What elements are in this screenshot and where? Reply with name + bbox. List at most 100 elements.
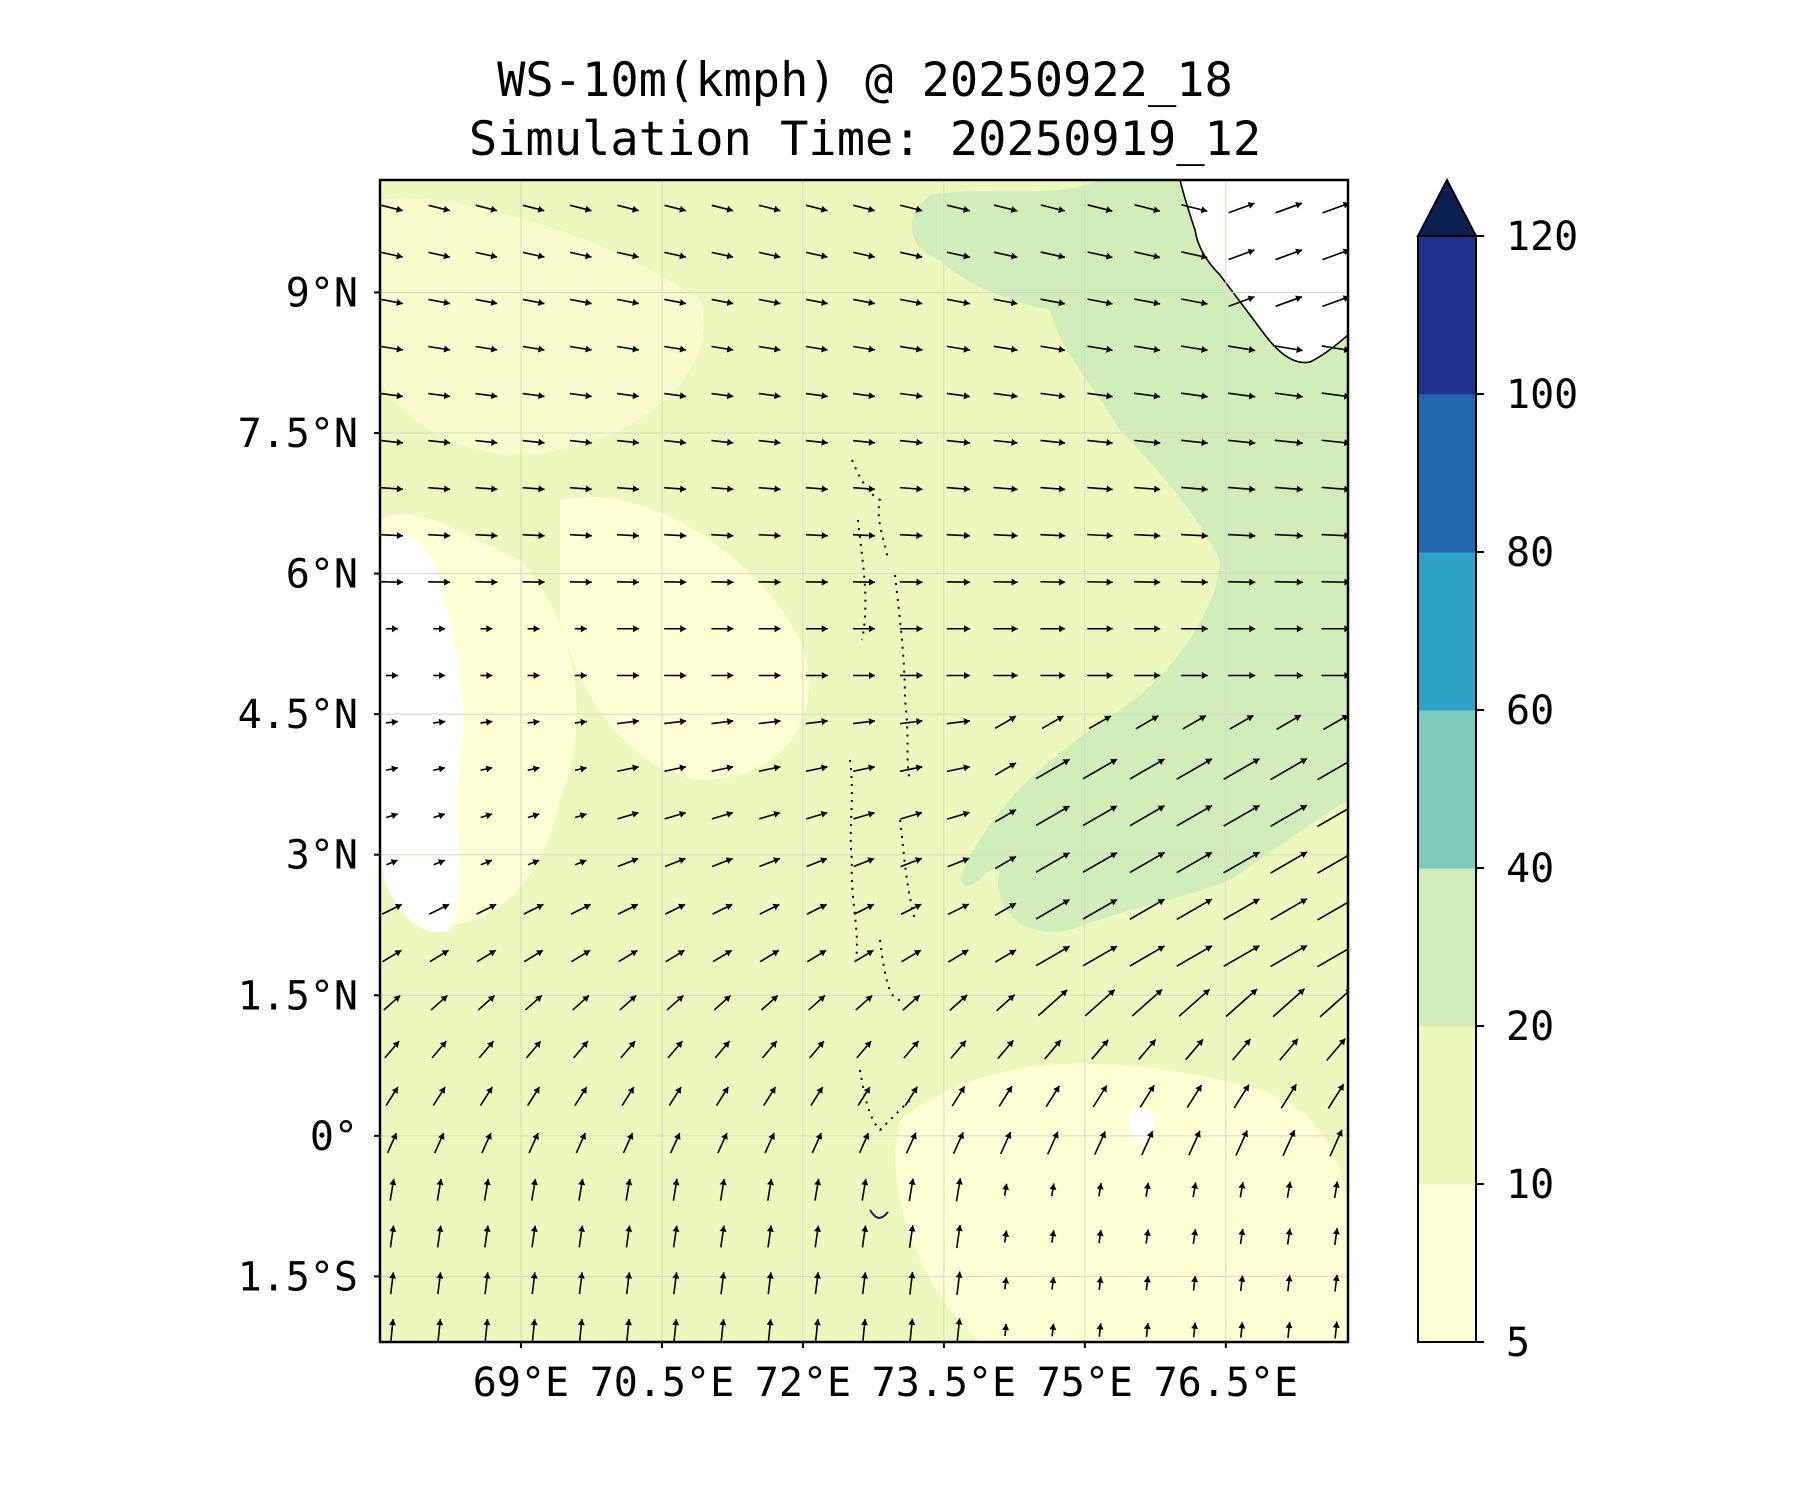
- wind-vector-arrow: [428, 298, 451, 306]
- wind-vector-arrow: [758, 625, 781, 633]
- wind-vector-arrow: [946, 625, 971, 633]
- wind-vector-arrow: [946, 251, 970, 260]
- wind-vector-arrow: [665, 949, 686, 963]
- wind-vector-arrow: [758, 718, 781, 726]
- wind-vector-arrow: [480, 765, 493, 773]
- wind-vector-arrow: [853, 764, 875, 773]
- wind-vector-arrow: [475, 345, 498, 353]
- wind-vector-arrow: [1270, 944, 1308, 968]
- wind-vector-arrow: [711, 345, 734, 353]
- maldives-atolls: [849, 459, 916, 1132]
- wind-vector-arrow: [522, 251, 545, 260]
- colorbar-tick-label-0: 5: [1506, 1320, 1530, 1366]
- wind-vector-arrow: [806, 857, 828, 868]
- wind-vector-arrow: [475, 578, 498, 586]
- colorbar-segment-2: [1418, 868, 1476, 1027]
- wind-vector-arrow: [852, 718, 876, 726]
- wind-vector-arrow: [428, 438, 451, 446]
- wind-vector-arrow: [764, 1132, 775, 1154]
- colorbar-segment-4: [1418, 552, 1476, 711]
- wind-vector-arrow: [1087, 672, 1113, 679]
- wind-vector-arrow: [1181, 345, 1208, 353]
- wind-vector-arrow: [1002, 1230, 1010, 1243]
- wind-vector-arrow: [806, 949, 827, 963]
- wind-vector-arrow: [853, 810, 875, 820]
- wind-vector-arrow: [380, 392, 404, 400]
- wind-vector-arrow: [811, 1132, 823, 1154]
- map-title-line1: WS-10m(kmph) @ 20250922_18: [497, 53, 1233, 108]
- wind-vector-arrow: [858, 1132, 870, 1154]
- wind-vector-arrow: [433, 718, 446, 726]
- wind-vector-arrow: [711, 531, 734, 539]
- wind-vector-arrow: [711, 625, 734, 633]
- wind-vector-arrow: [1087, 438, 1113, 446]
- wind-vector-arrow: [436, 1318, 444, 1342]
- wind-vector-arrow: [381, 204, 403, 213]
- wind-vector-arrow: [575, 1132, 587, 1154]
- calm-region-west: [380, 532, 464, 932]
- wind-vector-arrow: [1181, 439, 1208, 447]
- wind-vector-arrow: [1143, 1182, 1151, 1197]
- wind-vector-arrow: [946, 345, 971, 353]
- wind-vector-arrow: [1134, 392, 1161, 400]
- wind-vector-arrow: [1228, 202, 1255, 214]
- wind-vector-arrow: [711, 438, 734, 446]
- lon-tick-label-0: 69°E: [473, 1360, 569, 1406]
- wind-vector-arrow: [625, 1272, 633, 1295]
- wind-vector-arrow: [805, 531, 828, 539]
- wind-vector-arrow: [852, 578, 876, 586]
- wind-vector-arrow: [1041, 715, 1064, 730]
- wind-vector-arrow: [1227, 345, 1256, 353]
- wind-vector-arrow: [527, 859, 540, 866]
- wind-vector-arrow: [1223, 804, 1260, 827]
- wind-vector-arrow: [618, 949, 638, 963]
- wind-vector-arrow: [805, 625, 828, 633]
- wind-vector-arrow: [429, 949, 450, 963]
- wind-vector-arrow: [617, 672, 639, 679]
- wind-vector-arrow: [386, 1132, 398, 1154]
- wind-vector-arrow: [1176, 758, 1213, 780]
- addu-atoll: [869, 1209, 889, 1219]
- wind-vector-arrow: [899, 672, 923, 679]
- wind-vector-arrow: [621, 1086, 635, 1106]
- wind-vector-arrow: [527, 1086, 541, 1106]
- wind-vector-arrow: [1285, 1321, 1293, 1339]
- wind-vector-arrow: [946, 764, 970, 773]
- wind-vector-arrow: [853, 625, 875, 633]
- wind-vector-arrow: [805, 392, 828, 400]
- wind-vector-arrow: [1002, 1183, 1010, 1196]
- colorbar-segment-3: [1418, 710, 1476, 869]
- wind-vector-arrow: [1274, 532, 1303, 540]
- lon-tick-label-1: 70.5°E: [590, 1360, 735, 1406]
- wind-vector-arrow: [430, 994, 448, 1011]
- wind-vector-arrow: [385, 1086, 399, 1106]
- wind-vector-arrow: [428, 204, 451, 213]
- wind-vector-arrow: [1049, 1276, 1057, 1290]
- wind-vector-arrow: [758, 485, 781, 493]
- wind-vector-arrow: [1129, 898, 1165, 920]
- lat-tick-label-7: 1.5°S: [238, 1254, 358, 1300]
- wind-vector-arrow: [994, 809, 1017, 823]
- wind-vector-arrow: [1274, 625, 1303, 633]
- wind-vector-arrow: [475, 485, 498, 493]
- wind-vector-arrow: [569, 251, 592, 260]
- wind-vector-arrow: [617, 251, 639, 260]
- wind-vector-arrow: [522, 392, 545, 400]
- wind-vector-arrow: [806, 903, 828, 915]
- colorbar: 5 10 20 40 60 80 100 120: [1416, 177, 1578, 1366]
- wind-vector-arrow: [955, 1224, 963, 1249]
- wind-vector-arrow: [950, 1040, 967, 1059]
- lat-tick-label-5: 1.5°N: [238, 973, 358, 1019]
- wind-vector-arrow: [1035, 852, 1070, 873]
- wind-vector-arrow: [617, 204, 639, 213]
- wind-vector-arrow: [1087, 625, 1113, 633]
- wind-vector-arrow: [1087, 345, 1113, 353]
- wind-vector-arrow: [480, 718, 493, 726]
- wind-vector-arrow: [577, 1272, 585, 1295]
- wind-vector-arrow: [1135, 715, 1159, 730]
- colorbar-tick-label-4: 60: [1506, 688, 1554, 734]
- wind-vector-arrow: [1276, 714, 1302, 730]
- wind-vector-arrow: [766, 1318, 774, 1342]
- wind-vector-arrow: [901, 949, 922, 963]
- wind-vector-arrow: [669, 1132, 681, 1154]
